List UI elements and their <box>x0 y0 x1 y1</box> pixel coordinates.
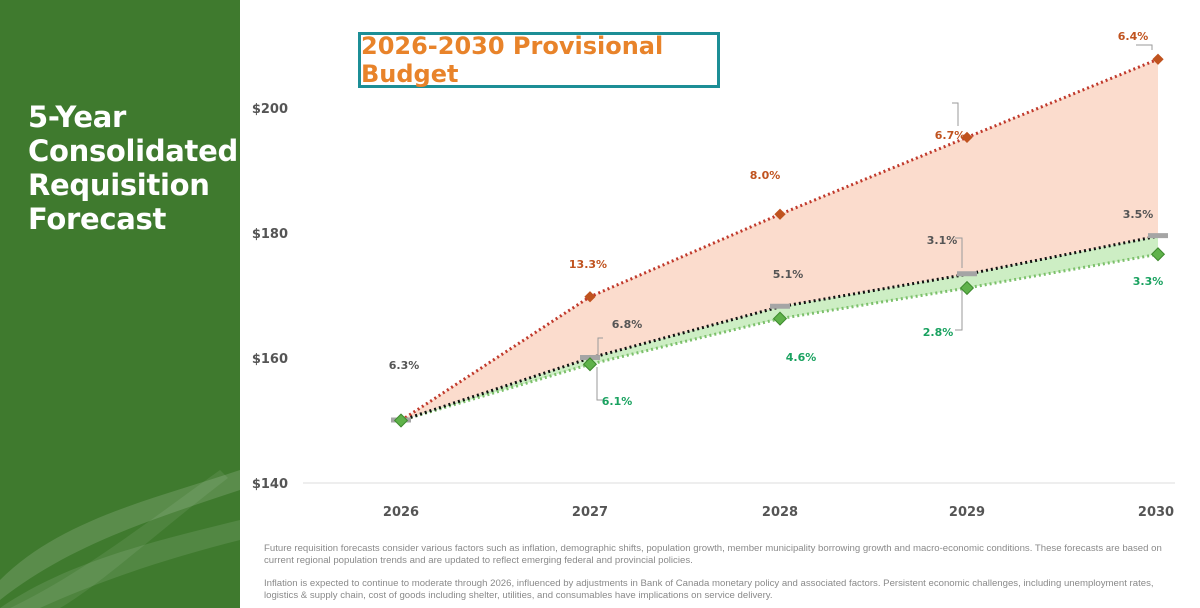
chart-title: 2026-2030 Provisional Budget <box>361 32 664 88</box>
x-tick-label: 2030 <box>1138 505 1174 520</box>
budget-forecast-chart: $140 $160 $180 $200 2026 2027 2028 2029 2030 13.3… <box>252 30 1175 520</box>
sidebar-title-line: 5-Year <box>28 100 127 134</box>
marker-low <box>393 413 409 428</box>
series-line-high <box>400 57 1159 422</box>
low-range-area <box>401 236 1158 421</box>
marker-high <box>774 208 786 220</box>
x-tick-label: 2029 <box>949 505 985 520</box>
high-range-area <box>401 59 1158 421</box>
x-tick-label: 2026 <box>383 505 419 520</box>
x-tick-label: 2028 <box>762 505 798 520</box>
marker-low <box>1150 247 1166 262</box>
leader-line-mid <box>955 237 963 268</box>
leader-line-low <box>955 290 963 331</box>
data-label-high: 6.7% <box>935 129 966 142</box>
y-tick-label: $180 <box>252 227 288 242</box>
data-label-mid: 6.8% <box>612 318 643 331</box>
x-tick-label: 2027 <box>572 505 608 520</box>
marker-mid <box>1148 233 1168 239</box>
sidebar-panel: 5-Year Consolidated Requisition Forecast <box>0 0 240 608</box>
chart-title-box: 2026-2030 Provisional Budget <box>358 32 720 88</box>
sidebar-title-line: Forecast <box>28 202 167 236</box>
y-tick-label: $140 <box>252 477 288 492</box>
marker-high <box>1152 53 1164 65</box>
sidebar-title: 5-Year Consolidated Requisition Forecast <box>28 100 238 236</box>
data-label-high: 6.4% <box>1118 30 1149 43</box>
data-label-low: 4.6% <box>786 351 817 364</box>
marker-high <box>961 131 973 144</box>
decorative-swoosh <box>0 470 240 608</box>
sidebar-title-line: Consolidated <box>28 134 238 168</box>
data-label-low: 3.3% <box>1133 275 1164 288</box>
y-tick-label: $200 <box>252 102 288 117</box>
data-label-mid: 3.5% <box>1123 208 1154 221</box>
leader-line-high <box>952 102 959 126</box>
sidebar-title-line: Requisition <box>28 168 210 202</box>
data-label-mid: 3.1% <box>927 234 958 247</box>
marker-low <box>959 280 975 296</box>
data-label-high: 8.0% <box>750 169 781 182</box>
data-label-high: 13.3% <box>569 258 607 271</box>
marker-mid <box>770 303 790 309</box>
marker-low <box>772 311 788 326</box>
data-label-low: 6.1% <box>602 395 633 408</box>
footnote-forecast-factors: Future requisition forecasts consider va… <box>264 543 1162 566</box>
data-label-mid: 5.1% <box>773 268 804 281</box>
marker-high <box>584 291 596 303</box>
data-label-low: 2.8% <box>923 326 954 339</box>
leader-line-mid <box>597 337 603 356</box>
marker-low <box>582 357 598 372</box>
series-line-low <box>400 252 1159 422</box>
marker-mid <box>957 271 977 277</box>
y-tick-label: $160 <box>252 352 288 367</box>
leader-line-high <box>1136 44 1153 50</box>
leader-line-low <box>596 367 603 401</box>
data-label-mid: 6.3% <box>389 359 420 372</box>
footnote-inflation: Inflation is expected to continue to mod… <box>264 578 1154 601</box>
